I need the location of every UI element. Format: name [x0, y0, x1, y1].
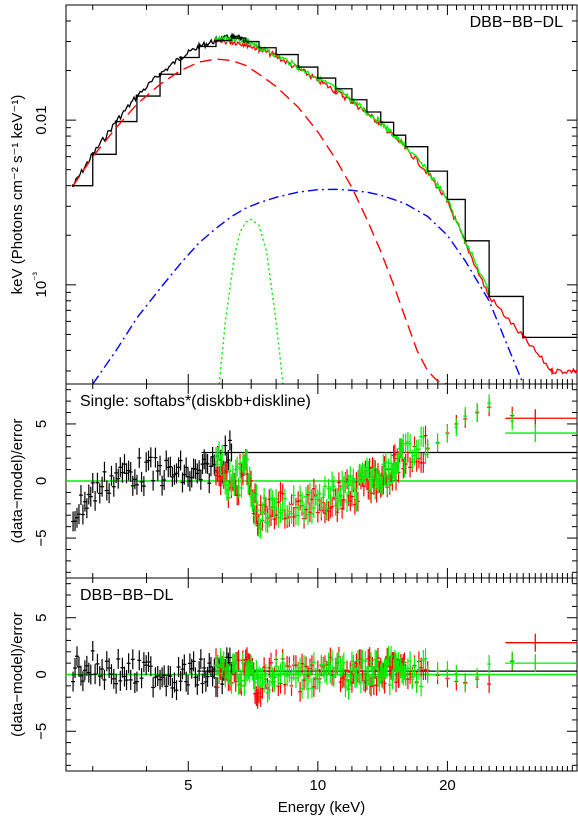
series-model-3 — [73, 37, 577, 338]
series-model-component-6 — [218, 218, 284, 384]
panel-label: DBB−BB−DL — [470, 14, 563, 31]
data-point — [550, 369, 554, 373]
y-axis-label: keV (Photons cm⁻² s⁻¹ keV⁻¹) — [9, 95, 26, 295]
panel-label: Single: softabs*(diskbb+diskline) — [80, 393, 311, 410]
y-axis-label: (data−model)/error — [9, 612, 26, 737]
y-tick-label: 5 — [33, 614, 50, 622]
y-tick-label: 5 — [33, 420, 50, 428]
x-tick-label: 5 — [184, 777, 192, 794]
data-point — [334, 89, 338, 93]
panel-spectrum: 0.01 10⁻³ DBB−BB−DL keV (Photons cm⁻² s⁻¹ k… — [9, 4, 578, 385]
y-tick-label: −5 — [33, 723, 50, 740]
y-tick-label: 0 — [33, 670, 50, 678]
panel-residuals-dbb-bb-dl: 5 0 −5 5 10 20 DBB−BB−DL (data−model)/error Ener… — [9, 577, 578, 816]
series-group — [71, 633, 577, 709]
panel-frame — [65, 4, 578, 385]
y-tick-label: 0 — [33, 477, 50, 485]
x-tick-label: 20 — [439, 777, 456, 794]
x-axis-label: Energy (keV) — [278, 799, 366, 816]
y-axis-label: (data−model)/error — [9, 419, 26, 544]
data-point — [575, 369, 577, 373]
y-tick-label: −5 — [33, 530, 50, 547]
series-data-0 — [72, 32, 250, 186]
series-model-component-4 — [72, 58, 448, 384]
y-tick-label: 0.01 — [33, 106, 50, 135]
series-data-2 — [215, 34, 490, 294]
x-tick-label: 10 — [309, 777, 326, 794]
y-tick-exponent: ⁻³ — [32, 272, 43, 281]
y-tick-label: 10⁻³ — [32, 272, 50, 298]
panel-residuals-single: 5 0 −5 Single: softabs*(diskbb+diskline) (da… — [9, 383, 578, 579]
series-model-component-5 — [92, 188, 524, 384]
series-group — [71, 32, 577, 384]
panel-label: DBB−BB−DL — [80, 587, 173, 604]
series-group — [71, 394, 577, 539]
